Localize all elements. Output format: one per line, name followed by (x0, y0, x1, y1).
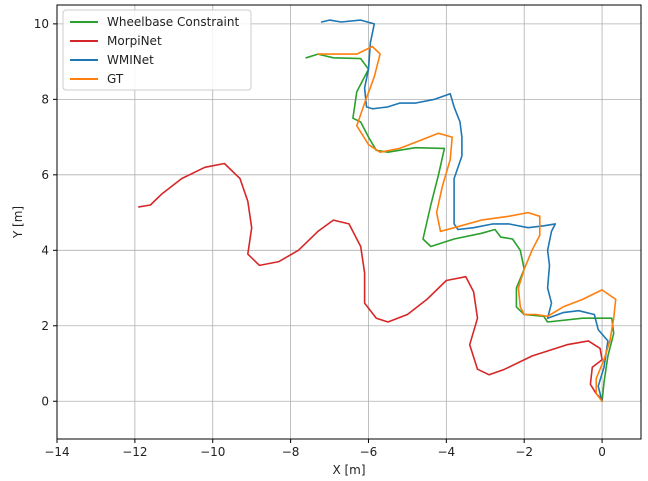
x-tick-label: 0 (598, 445, 606, 459)
legend-label: MorpiNet (107, 34, 162, 48)
y-tick-label: 0 (41, 394, 49, 408)
y-tick-label: 2 (41, 319, 49, 333)
series-line-3 (320, 19, 609, 403)
x-tick-label: −6 (360, 445, 378, 459)
x-tick-label: −2 (515, 445, 533, 459)
x-axis-label: X [m] (332, 463, 365, 477)
x-tick-label: −4 (437, 445, 455, 459)
legend-label: WMINet (107, 53, 154, 67)
plot-frame (56, 4, 642, 440)
series-lines (138, 19, 617, 403)
y-tick-label: 10 (34, 17, 49, 31)
x-tick-label: −14 (44, 445, 69, 459)
x-tick-label: −8 (282, 445, 300, 459)
y-axis-label: Y [m] (11, 206, 25, 239)
y-tick-label: 4 (41, 243, 49, 257)
legend: Wheelbase Constraint MorpiNet WMINet GT (62, 9, 252, 91)
legend-label: Wheelbase Constraint (107, 15, 240, 29)
y-tick-label: 6 (41, 168, 49, 182)
legend-box (62, 9, 252, 91)
legend-label: GT (107, 72, 124, 86)
series-line-4 (317, 45, 617, 403)
y-tick-label: 8 (41, 92, 49, 106)
series-line-1 (305, 53, 615, 403)
x-tick-label: −10 (200, 445, 225, 459)
axis-ticks: −14 −12 −10 −8 −6 −4 −2 0 0 2 4 6 8 10 (34, 17, 606, 459)
x-tick-label: −12 (122, 445, 147, 459)
series-line-2 (138, 162, 603, 401)
